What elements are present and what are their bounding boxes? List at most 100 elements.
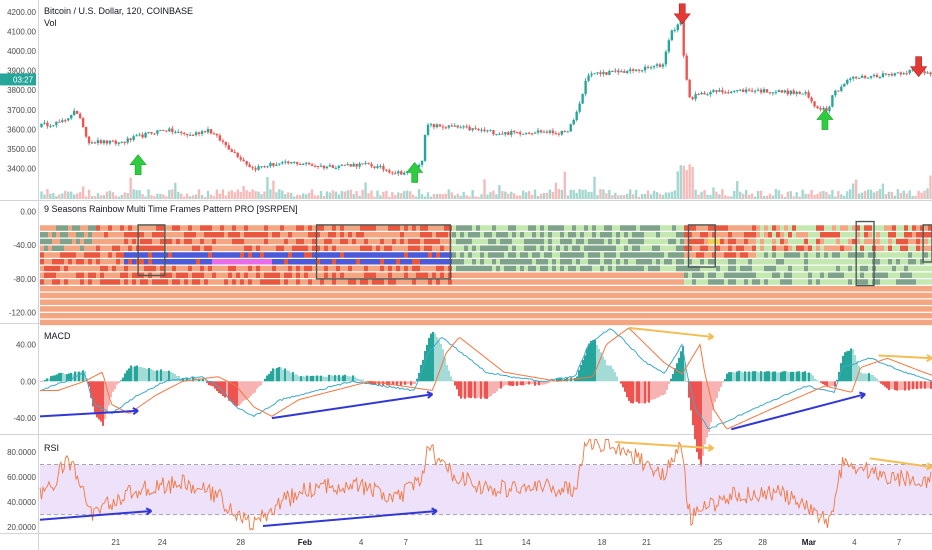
rainbow-cell: [136, 292, 141, 299]
rainbow-cell: [832, 306, 837, 312]
rainbow-cell: [780, 225, 785, 231]
rainbow-cell: [176, 245, 181, 252]
rainbow-cell: [576, 279, 581, 285]
rainbow-cell: [84, 319, 89, 326]
rainbow-cell: [88, 312, 93, 319]
rainbow-cell: [572, 232, 577, 238]
rainbow-cell: [288, 245, 293, 252]
rainbow-cell: [448, 312, 453, 319]
rainbow-cell: [776, 225, 781, 231]
volume-bar: [596, 195, 599, 199]
macd-hist-bar: [168, 370, 170, 382]
rainbow-cell: [500, 265, 505, 272]
candle: [697, 94, 700, 96]
macd-hist-bar: [272, 368, 274, 382]
rainbow-cell: [560, 238, 565, 245]
rainbow-cell: [748, 238, 753, 245]
rainbow-cell: [448, 279, 453, 285]
rainbow-cell: [456, 245, 461, 252]
rainbow-cell: [760, 285, 765, 292]
rainbow-cell: [632, 285, 637, 292]
rainbow-cell: [624, 292, 629, 299]
rainbow-cell: [536, 225, 541, 231]
candle: [908, 69, 911, 74]
macd-hist-bar: [588, 343, 590, 382]
volume-bar: [852, 183, 855, 199]
divergence-arrowhead: [707, 332, 715, 341]
price-y-axis: 3400.003500.003600.003700.003800.003900.…: [7, 8, 36, 174]
pattern-box: [137, 224, 166, 277]
rainbow-cell: [80, 279, 85, 285]
rainbow-cell: [224, 252, 229, 258]
volume-bar: [664, 192, 668, 199]
rainbow-cell: [604, 232, 609, 238]
candle: [61, 120, 64, 123]
rainbow-cell: [328, 225, 333, 231]
divergence-arrowhead: [926, 462, 932, 471]
rainbow-cell: [608, 292, 613, 299]
rainbow-cell: [532, 319, 537, 326]
rainbow-cell: [400, 225, 405, 231]
macd-hist-bar: [404, 381, 406, 385]
macd-hist-bar: [488, 381, 490, 398]
rainbow-cell: [880, 272, 885, 278]
rainbow-cell: [692, 299, 697, 305]
candle: [718, 90, 721, 92]
rainbow-cell: [300, 225, 305, 231]
volume-bar: [168, 189, 171, 199]
rainbow-cell: [904, 265, 909, 272]
macd-hist-bar: [690, 381, 692, 411]
rainbow-cell: [356, 259, 361, 265]
rainbow-cell: [80, 272, 85, 278]
rainbow-cell: [552, 238, 557, 245]
rainbow-cell: [508, 272, 513, 278]
rainbow-cell: [320, 285, 325, 292]
rainbow-cell: [236, 319, 241, 326]
rainbow-cell: [692, 272, 697, 278]
rainbow-cell: [856, 285, 861, 292]
macd-hist-bar: [276, 367, 278, 382]
rainbow-cell: [364, 312, 369, 319]
rainbow-cell: [212, 306, 217, 312]
rainbow-cell: [480, 245, 485, 252]
rainbow-cell: [384, 259, 389, 265]
rainbow-cell: [876, 319, 881, 326]
rainbow-cell: [612, 265, 617, 272]
rainbow-cell: [396, 245, 401, 252]
rainbow-cell: [764, 285, 769, 292]
rainbow-cell: [56, 265, 61, 272]
macd-hist-bar: [904, 381, 906, 391]
rainbow-cell: [900, 245, 905, 252]
rainbow-cell: [100, 272, 105, 278]
rainbow-cell: [128, 225, 133, 231]
macd-hist-bar: [686, 381, 688, 382]
rainbow-cell: [812, 299, 817, 305]
rainbow-cell: [416, 299, 421, 305]
macd-pane[interactable]: MACD 40.000.00-40.00: [0, 326, 932, 467]
rainbow-cell: [792, 306, 797, 312]
rainbow-cell: [224, 225, 229, 231]
rainbow-cell: [552, 265, 557, 272]
rainbow-cell: [384, 292, 389, 299]
candle: [626, 71, 629, 73]
rainbow-cell: [784, 238, 789, 245]
candle: [605, 72, 608, 75]
rainbow-cell: [40, 312, 45, 319]
rainbow-cell: [196, 238, 201, 245]
rainbow-cell: [64, 312, 69, 319]
price-pane[interactable]: Bitcoin / U.S. Dollar, 120, COINBASE Vol…: [0, 0, 932, 201]
rainbow-cell: [124, 306, 129, 312]
rainbow-cell: [200, 245, 205, 252]
rainbow-pane[interactable]: 9 Seasons Rainbow Multi Time Frames Patt…: [0, 204, 932, 326]
rainbow-cell: [84, 245, 89, 252]
rainbow-cell: [156, 259, 161, 265]
rainbow-cell: [260, 272, 265, 278]
rainbow-cell: [640, 285, 645, 292]
rainbow-cell: [84, 265, 89, 272]
volume-bar: [132, 189, 135, 199]
volume-bar: [471, 190, 474, 199]
volume-bar: [376, 190, 379, 199]
rainbow-cell: [76, 299, 81, 305]
